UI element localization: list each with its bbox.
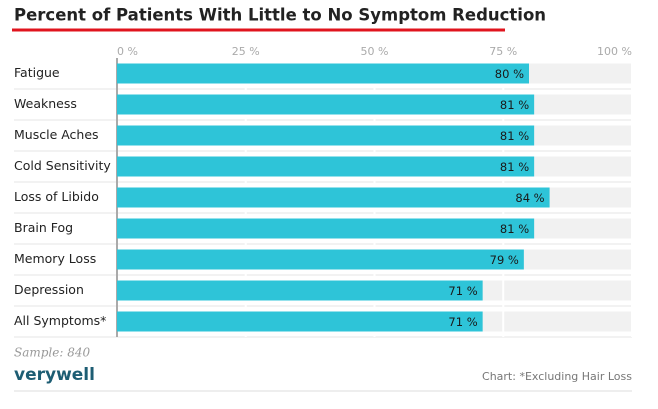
value-label: 81 % — [500, 129, 529, 143]
brand-logo: verywell — [14, 365, 95, 385]
x-tick-label: 75 % — [489, 45, 517, 58]
bar — [117, 63, 529, 84]
bar — [117, 249, 524, 270]
value-label: 71 % — [448, 284, 477, 298]
category-label: Cold Sensitivity — [14, 158, 111, 173]
x-tick-label: 100 % — [597, 45, 632, 58]
category-label: Brain Fog — [14, 220, 73, 235]
value-label: 80 % — [495, 67, 524, 81]
category-label: All Symptoms* — [14, 313, 106, 328]
bar — [117, 280, 483, 301]
value-label: 81 % — [500, 98, 529, 112]
value-label: 84 % — [515, 191, 544, 205]
x-tick-label: 25 % — [232, 45, 260, 58]
x-tick-label: 50 % — [361, 45, 389, 58]
source-note: Chart: *Excluding Hair Loss — [482, 370, 632, 383]
chart-title: Percent of Patients With Little to No Sy… — [14, 6, 546, 25]
category-label: Muscle Aches — [14, 127, 99, 142]
bar — [117, 94, 535, 115]
value-label: 81 % — [500, 222, 529, 236]
category-label: Weakness — [14, 96, 77, 111]
bar — [117, 187, 550, 208]
bar — [117, 156, 535, 177]
x-tick-label: 0 % — [117, 45, 138, 58]
bar — [117, 311, 483, 332]
sample-note: Sample: 840 — [14, 346, 91, 360]
category-label: Loss of Libido — [14, 189, 99, 204]
value-label: 79 % — [490, 253, 519, 267]
bar — [117, 125, 535, 146]
category-label: Memory Loss — [14, 251, 96, 266]
value-label: 81 % — [500, 160, 529, 174]
category-label: Fatigue — [14, 65, 60, 80]
bar — [117, 218, 535, 239]
value-label: 71 % — [448, 315, 477, 329]
category-label: Depression — [14, 282, 84, 297]
